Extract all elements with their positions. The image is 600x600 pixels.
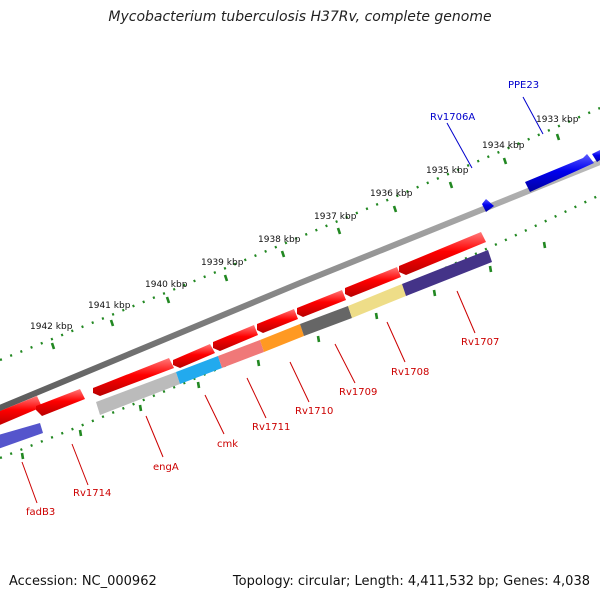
kbp-label-1936: 1936 kbp bbox=[370, 189, 413, 199]
gene-red-1[interactable] bbox=[0, 396, 42, 427]
genome-backbone bbox=[0, 159, 600, 412]
gene-ppe23-arrow[interactable] bbox=[525, 154, 594, 192]
label-cmk[interactable]: cmk bbox=[217, 439, 238, 450]
kbp-label-1942: 1942 kbp bbox=[30, 322, 73, 332]
kbp-label-1933: 1933 kbp bbox=[536, 115, 579, 125]
reverse-callouts bbox=[21, 290, 476, 504]
label-rv1710[interactable]: Rv1710 bbox=[295, 406, 333, 417]
label-enga[interactable]: engA bbox=[153, 462, 179, 473]
forward-genes bbox=[482, 150, 600, 212]
label-fadb3[interactable]: fadB3 bbox=[26, 507, 55, 518]
gene-red-4[interactable] bbox=[173, 344, 215, 368]
kbp-label-1937: 1937 kbp bbox=[314, 212, 357, 222]
track-rv1708[interactable] bbox=[348, 284, 406, 318]
track-rv1707[interactable] bbox=[402, 250, 492, 296]
gene-red-2[interactable] bbox=[36, 389, 85, 416]
gene-red-9[interactable] bbox=[399, 232, 486, 275]
category-track bbox=[0, 250, 492, 450]
accession-text: Accession: NC_000962 bbox=[9, 574, 157, 589]
gene-red-3[interactable] bbox=[93, 358, 174, 396]
kbp-label-1940: 1940 kbp bbox=[145, 280, 188, 290]
track-fadb3[interactable] bbox=[0, 423, 43, 450]
forward-callouts bbox=[446, 96, 544, 169]
major-ticks bbox=[20, 133, 561, 460]
track-rv1711[interactable] bbox=[218, 340, 264, 368]
kbp-label-1934: 1934 kbp bbox=[482, 141, 525, 151]
track-cmk[interactable] bbox=[176, 356, 222, 384]
label-rv1709[interactable]: Rv1709 bbox=[339, 387, 377, 398]
scale-labels: 1942 kbp 1941 kbp 1940 kbp 1939 kbp 1938… bbox=[30, 115, 579, 332]
topology-text: Topology: circular; Length: 4,411,532 bp… bbox=[232, 574, 590, 589]
track-rv1709[interactable] bbox=[300, 306, 352, 336]
label-rv1711[interactable]: Rv1711 bbox=[252, 422, 290, 433]
gene-red-5[interactable] bbox=[213, 325, 258, 351]
kbp-label-1941: 1941 kbp bbox=[88, 301, 131, 311]
label-rv1714[interactable]: Rv1714 bbox=[73, 488, 111, 499]
gene-red-8[interactable] bbox=[345, 267, 401, 297]
label-rv1708[interactable]: Rv1708 bbox=[391, 367, 429, 378]
label-rv1707[interactable]: Rv1707 bbox=[461, 337, 499, 348]
gene-red-6[interactable] bbox=[257, 309, 298, 333]
inner-scale-ring bbox=[0, 193, 600, 460]
gene-ppe23-cont[interactable] bbox=[592, 150, 600, 162]
map-title: Mycobacterium tuberculosis H37Rv, comple… bbox=[108, 9, 492, 25]
gene-rv1706a-arrow[interactable] bbox=[482, 199, 494, 212]
kbp-label-1938: 1938 kbp bbox=[258, 235, 301, 245]
track-enga[interactable] bbox=[96, 372, 180, 415]
track-rv1710[interactable] bbox=[260, 324, 304, 352]
label-ppe23[interactable]: PPE23 bbox=[508, 80, 539, 91]
gene-red-7[interactable] bbox=[297, 290, 346, 317]
label-rv1706a[interactable]: Rv1706A bbox=[430, 112, 475, 123]
gene-labels: PPE23 Rv1706A Rv1707 Rv1708 Rv1709 Rv171… bbox=[26, 80, 539, 518]
kbp-label-1935: 1935 kbp bbox=[426, 166, 469, 176]
reverse-genes bbox=[0, 232, 486, 427]
kbp-label-1939: 1939 kbp bbox=[201, 258, 244, 268]
